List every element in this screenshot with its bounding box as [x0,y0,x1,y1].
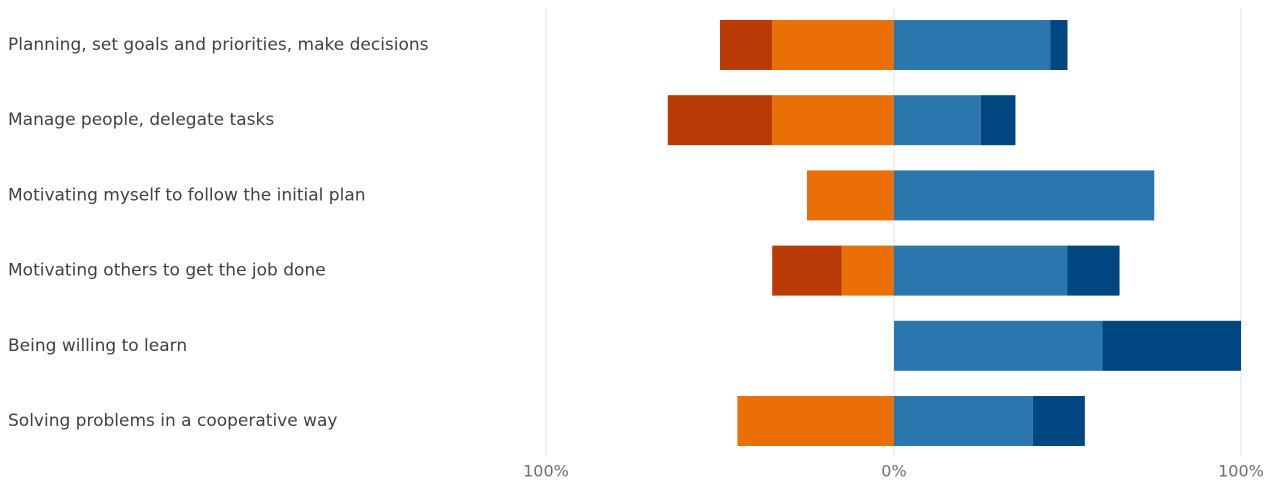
bar-row6-positive-segment-2 [1032,396,1085,446]
category-labels: Planning, set goals and priorities, make… [8,35,429,431]
bars-layer [667,20,1241,446]
bar-row2-negative-segment-2 [772,95,894,146]
bar-row1-negative-segment-2 [772,20,894,70]
tick-label-zero: 0% [881,462,906,481]
bar-row3-negative-segment-2 [807,170,894,221]
bar-row2-negative-segment-1 [667,95,773,146]
bar-row4-negative-segment-2 [841,245,894,296]
category-label-5: Being willing to learn [8,336,187,356]
bar-row1-positive-segment-2 [1050,20,1068,70]
bar-row2-positive-segment-1 [894,95,981,146]
bar-row2-positive-segment-2 [980,95,1016,146]
bar-row6-positive-segment-1 [894,396,1033,446]
bar-row5-positive-segment-2 [1102,320,1241,371]
category-label-2: Manage people, delegate tasks [8,110,274,130]
x-axis-ticks: 100% 0% 100% [523,462,1264,481]
tick-label-left: 100% [523,462,569,481]
bar-row3-positive-segment-1 [894,170,1155,221]
bar-row4-positive-segment-1 [894,245,1068,296]
bar-row4-positive-segment-2 [1067,245,1120,296]
tick-label-right: 100% [1218,462,1264,481]
category-label-6: Solving problems in a cooperative way [8,411,338,431]
bar-row6-negative-segment-2 [737,396,894,446]
category-label-1: Planning, set goals and priorities, make… [8,35,429,55]
bar-row4-negative-segment-1 [772,245,842,296]
bar-row5-positive-segment-1 [894,320,1103,371]
bar-row1-negative-segment-1 [720,20,773,70]
category-label-4: Motivating others to get the job done [8,261,326,281]
category-label-3: Motivating myself to follow the initial … [8,185,366,205]
bar-row1-positive-segment-1 [894,20,1051,70]
grid-layer [545,8,1242,457]
